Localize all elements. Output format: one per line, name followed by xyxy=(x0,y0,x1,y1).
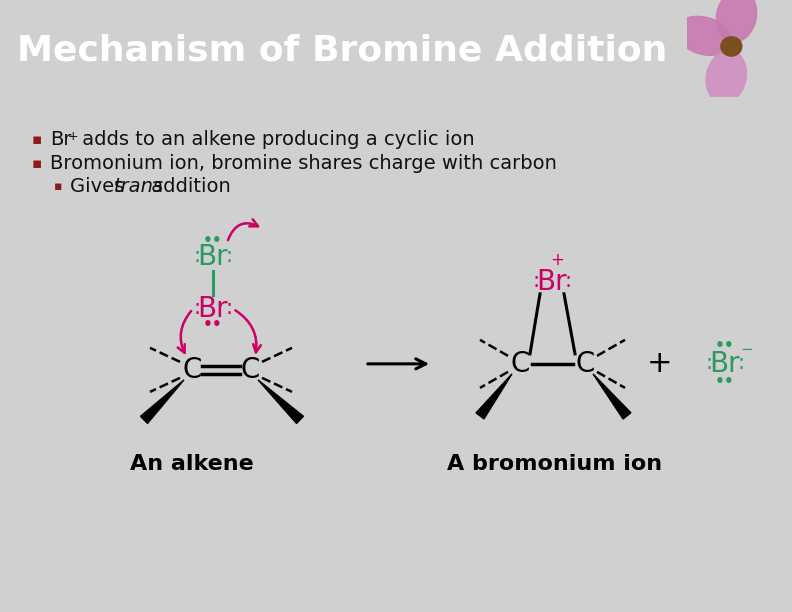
Text: :: : xyxy=(565,271,572,291)
Text: :: : xyxy=(706,353,713,373)
Text: adds to an alkene producing a cyclic ion: adds to an alkene producing a cyclic ion xyxy=(76,130,474,149)
Ellipse shape xyxy=(706,51,747,103)
Text: C: C xyxy=(575,350,595,378)
Text: ••: •• xyxy=(715,338,735,353)
Text: :: : xyxy=(226,246,233,266)
Text: Mechanism of Bromine Addition: Mechanism of Bromine Addition xyxy=(17,33,668,67)
Text: :: : xyxy=(193,246,200,266)
Circle shape xyxy=(721,37,742,56)
Text: −: − xyxy=(741,342,753,357)
Polygon shape xyxy=(140,380,184,424)
Text: C: C xyxy=(510,350,530,378)
Text: :: : xyxy=(193,298,200,318)
Text: trans: trans xyxy=(114,177,164,196)
Polygon shape xyxy=(476,374,512,419)
FancyArrowPatch shape xyxy=(228,219,258,240)
FancyArrowPatch shape xyxy=(235,310,261,353)
Text: :: : xyxy=(226,298,233,318)
FancyArrowPatch shape xyxy=(177,311,191,353)
Text: Br: Br xyxy=(537,268,567,296)
Text: Br: Br xyxy=(198,243,228,271)
Text: An alkene: An alkene xyxy=(130,454,254,474)
Text: C: C xyxy=(182,356,202,384)
Text: +: + xyxy=(68,130,78,143)
Text: ••: •• xyxy=(203,233,223,248)
Text: Bromonium ion, bromine shares charge with carbon: Bromonium ion, bromine shares charge wit… xyxy=(50,154,557,173)
Text: ▪: ▪ xyxy=(32,132,43,147)
Text: +: + xyxy=(647,349,673,378)
Text: Br: Br xyxy=(50,130,71,149)
Polygon shape xyxy=(258,380,303,424)
Ellipse shape xyxy=(676,17,732,55)
Text: ▪: ▪ xyxy=(32,156,43,171)
Polygon shape xyxy=(593,374,631,419)
Text: +: + xyxy=(550,251,564,269)
Ellipse shape xyxy=(716,0,756,42)
Text: :: : xyxy=(532,271,539,291)
Text: A bromonium ion: A bromonium ion xyxy=(447,454,663,474)
Text: Br: Br xyxy=(710,350,741,378)
Text: Br: Br xyxy=(198,295,228,323)
Text: :: : xyxy=(737,353,744,373)
Text: ••: •• xyxy=(203,318,223,332)
Text: ••: •• xyxy=(715,375,735,389)
Text: addition: addition xyxy=(145,177,230,196)
Text: ▪: ▪ xyxy=(54,181,63,193)
Text: Gives: Gives xyxy=(70,177,131,196)
Text: C: C xyxy=(240,356,260,384)
